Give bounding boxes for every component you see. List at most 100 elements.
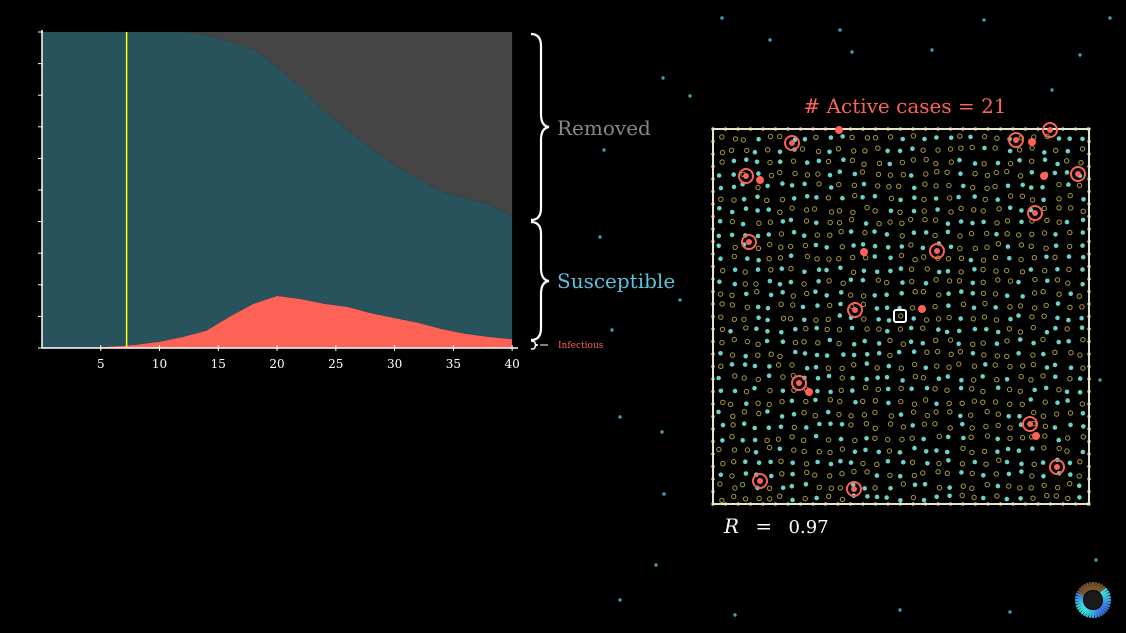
- susceptible-dot: [947, 493, 952, 499]
- removed-dot: [980, 340, 986, 346]
- removed-dot: [851, 468, 857, 475]
- susceptible-dot: [944, 449, 950, 455]
- susceptible-dot: [788, 253, 794, 258]
- susceptible-dot: [860, 277, 866, 283]
- susceptible-dot: [732, 388, 738, 394]
- susceptible-dot: [898, 412, 904, 417]
- removed-dot: [875, 183, 881, 189]
- susceptible-dot: [945, 229, 951, 235]
- chart-legend: Removed Susceptible Infectious: [530, 32, 675, 351]
- susceptible-dot: [752, 363, 758, 369]
- removed-dot: [816, 449, 822, 455]
- removed-dot: [753, 281, 759, 287]
- star: [930, 48, 934, 52]
- susceptible-dot: [920, 245, 926, 251]
- removed-dot: [836, 327, 843, 333]
- star: [678, 298, 682, 302]
- removed-dot: [886, 184, 892, 190]
- removed-dot: [936, 485, 943, 491]
- infected-ring: [847, 302, 863, 318]
- susceptible-dot: [886, 318, 892, 323]
- removed-dot: [900, 481, 906, 487]
- removed-dot: [732, 485, 738, 491]
- susceptible-dot: [716, 173, 722, 178]
- susceptible-dot: [824, 267, 829, 273]
- susceptible-dot: [767, 278, 773, 284]
- susceptible-dot: [804, 425, 809, 430]
- susceptible-dot: [957, 157, 962, 163]
- removed-dot: [971, 494, 977, 501]
- removed-dot: [957, 233, 963, 239]
- susceptible-dot: [885, 386, 891, 392]
- susceptible-dot: [744, 291, 749, 297]
- removed-dot: [719, 340, 725, 346]
- removed-dot: [922, 181, 928, 187]
- susceptible-dot: [921, 497, 927, 503]
- removed-dot: [932, 421, 938, 427]
- border-dot: [923, 502, 928, 506]
- susceptible-dot: [1068, 291, 1073, 297]
- removed-dot: [777, 133, 783, 140]
- removed-dot: [981, 314, 988, 320]
- susceptible-dot: [729, 209, 735, 215]
- susceptible-dot: [1007, 255, 1012, 261]
- susceptible-dot: [935, 207, 940, 212]
- border-dot: [898, 127, 903, 131]
- removed-dot: [969, 144, 975, 151]
- removed-dot: [923, 317, 930, 323]
- removed-dot: [995, 422, 1001, 429]
- border-dot: [711, 489, 715, 494]
- removed-dot: [824, 326, 830, 333]
- removed-dot: [839, 471, 845, 477]
- removed-dot: [803, 218, 810, 224]
- removed-dot: [850, 269, 857, 275]
- susceptible-dot: [948, 135, 954, 140]
- removed-dot: [827, 232, 833, 238]
- susceptible-dot: [936, 327, 941, 332]
- removed-dot: [1056, 219, 1062, 225]
- removed-dot: [862, 229, 868, 236]
- susceptible-dot: [888, 208, 894, 214]
- removed-dot: [731, 197, 737, 203]
- removed-dot: [932, 217, 939, 223]
- susceptible-dot: [802, 136, 808, 142]
- border-dot: [711, 502, 715, 506]
- star: [1078, 53, 1082, 57]
- susceptible-dot: [995, 449, 1000, 455]
- susceptible-dot: [956, 328, 962, 334]
- susceptible-dot: [1067, 136, 1072, 141]
- susceptible-dot: [827, 172, 833, 178]
- removed-dot: [992, 145, 998, 151]
- susceptible-dot: [755, 194, 760, 200]
- susceptible-dot: [981, 495, 986, 501]
- susceptible-dot: [815, 303, 820, 308]
- susceptible-dot: [911, 230, 917, 235]
- 3b1b-pi-logo-icon: [1075, 582, 1111, 618]
- susceptible-dot: [816, 267, 822, 273]
- removed-dot: [815, 148, 822, 155]
- susceptible-dot: [853, 399, 858, 405]
- removed-dot: [909, 435, 915, 441]
- susceptible-dot: [886, 363, 892, 369]
- susceptible-dot: [1030, 446, 1035, 451]
- susceptible-dot: [849, 325, 855, 331]
- removed-dot: [1041, 482, 1047, 489]
- removed-dot: [777, 493, 783, 499]
- susceptible-dot: [936, 269, 942, 275]
- removed-dot: [827, 473, 833, 479]
- susceptible-dot: [910, 146, 915, 151]
- x-tick-label: 30: [387, 357, 402, 371]
- removed-dot: [730, 422, 736, 428]
- susceptible-dot: [884, 495, 889, 500]
- susceptible-dot: [1040, 460, 1046, 465]
- susceptible-dot: [718, 256, 723, 262]
- susceptible-dot: [720, 422, 726, 428]
- susceptible-dot: [972, 267, 977, 272]
- susceptible-dot: [1066, 254, 1072, 259]
- border-dot: [786, 127, 790, 131]
- removed-dot: [777, 209, 783, 215]
- removed-dot: [1017, 485, 1023, 491]
- removed-dot: [1066, 243, 1073, 250]
- susceptible-dot: [911, 316, 916, 321]
- removed-dot: [790, 302, 796, 308]
